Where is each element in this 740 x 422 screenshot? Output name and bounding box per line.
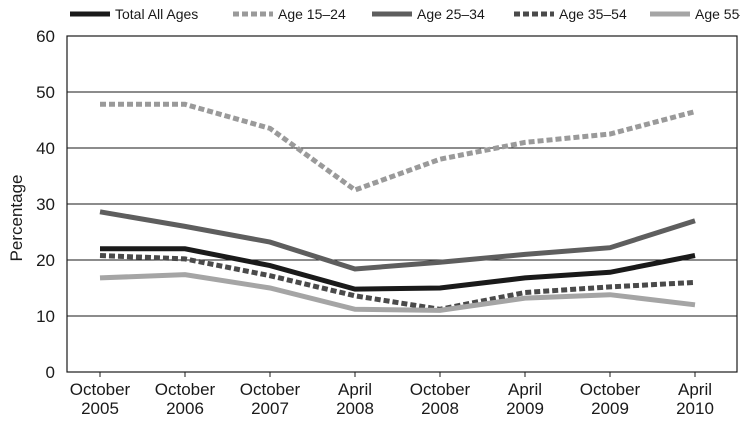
series-line-3 [99,209,696,272]
y-tick-label: 50 [36,83,55,102]
x-tick-label: April 2009 [506,380,544,418]
legend: Total All Ages Age 15–24 Age 25–34 Age 35–5… [70,6,740,22]
x-tick-label: October 2007 [240,380,301,418]
series-line-2 [100,101,696,193]
y-tick-label: 30 [36,195,55,214]
series-line-5 [99,272,696,313]
legend-label-2: Age 15–24 [278,6,346,22]
y-tick-label: 10 [36,307,55,326]
y-tick-label: 20 [36,251,55,270]
x-tick-label: October 2006 [155,380,216,418]
y-tick-label: 40 [36,139,55,158]
x-tick-label: October 2005 [70,380,131,418]
x-tick-label: October 2009 [580,380,641,418]
x-axis-ticks: October 2005 October 2006 October 2007 April 20… [70,372,714,418]
x-tick-label: October 2008 [410,380,471,418]
y-tick-label: 0 [46,363,55,382]
series-line-1 [100,246,696,292]
series-lines [99,101,696,313]
legend-label-4: Age 35–54 [559,6,627,22]
legend-label-1: Total All Ages [115,6,198,22]
series-line-4 [99,253,696,312]
y-axis-label: Percentage [7,175,26,262]
x-tick-label: April 2010 [676,380,714,418]
legend-label-5: Age 55–64 [695,6,740,22]
legend-label-3: Age 25–34 [417,6,485,22]
y-axis-ticks: 0 10 20 30 40 50 60 [36,27,55,382]
x-tick-label: April 2008 [336,380,374,418]
plot-frame [66,35,738,373]
y-tick-label: 60 [36,27,55,46]
